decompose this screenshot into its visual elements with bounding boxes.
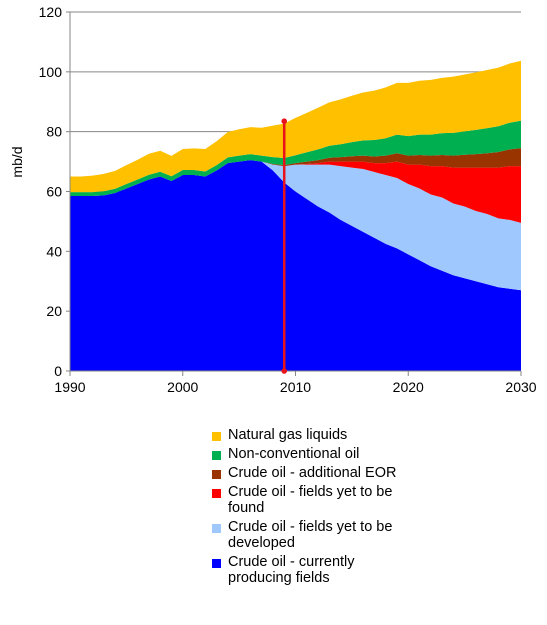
- area-series-3: [70, 148, 521, 196]
- y-tick-label: 20: [46, 303, 62, 319]
- legend-swatch: [212, 489, 221, 498]
- legend-label: Natural gas liquids: [228, 427, 348, 443]
- legend-item-yet-to-be-developed: Crude oil - fields yet to be developed: [212, 519, 542, 551]
- x-tick-label: 2020: [393, 379, 424, 395]
- legend-label: Non-conventional oil: [228, 446, 360, 462]
- marker-line: [281, 118, 288, 374]
- marker-dot-top: [281, 118, 288, 124]
- legend-label: Crude oil - additional EOR: [228, 465, 397, 481]
- legend-swatch: [212, 559, 221, 568]
- legend-item-eor: Crude oil - additional EOR: [212, 465, 542, 481]
- marker-dot-bottom: [281, 368, 288, 374]
- axes: [66, 11, 522, 376]
- y-tick-label: 80: [46, 124, 62, 140]
- area-series-4: [70, 120, 521, 196]
- x-tick-label: 2000: [167, 379, 198, 395]
- y-tick-label: 120: [39, 4, 63, 20]
- chart: 0 20 40 60 80 100 120 1990 2000 2010 2020 2030 mb/d: [9, 4, 537, 395]
- legend-label: Crude oil - fields yet to be developed: [228, 519, 393, 551]
- legend-swatch: [212, 451, 221, 460]
- legend-swatch: [212, 470, 221, 479]
- y-tick-label: 60: [46, 184, 62, 200]
- area-series-0: [70, 160, 521, 371]
- legend-item-nonconventional: Non-conventional oil: [212, 446, 542, 462]
- x-tick-label: 2010: [280, 379, 311, 395]
- legend-swatch: [212, 432, 221, 441]
- tick-labels: 0 20 40 60 80 100 120 1990 2000 2010 2020 2030: [39, 4, 537, 395]
- y-axis-label: mb/d: [9, 146, 25, 177]
- area-series-2: [70, 160, 521, 223]
- y-tick-label: 100: [39, 64, 63, 80]
- legend-item-yet-to-be-found: Crude oil - fields yet to be found: [212, 484, 542, 516]
- legend-item-currently-producing: Crude oil - currently producing fields: [212, 554, 542, 586]
- legend: Natural gas liquids Non-conventional oil…: [212, 427, 542, 589]
- legend-label: Crude oil - fields yet to be found: [228, 484, 393, 516]
- legend-swatch: [212, 524, 221, 533]
- area-series-5: [70, 60, 521, 193]
- legend-item-ngl: Natural gas liquids: [212, 427, 542, 443]
- area-series-1: [70, 160, 521, 291]
- y-tick-label: 40: [46, 243, 62, 259]
- legend-label: Crude oil - currently producing fields: [228, 554, 355, 586]
- area-series: [70, 60, 521, 371]
- x-tick-label: 1990: [54, 379, 85, 395]
- y-tick-label: 0: [54, 363, 62, 379]
- x-tick-label: 2030: [505, 379, 536, 395]
